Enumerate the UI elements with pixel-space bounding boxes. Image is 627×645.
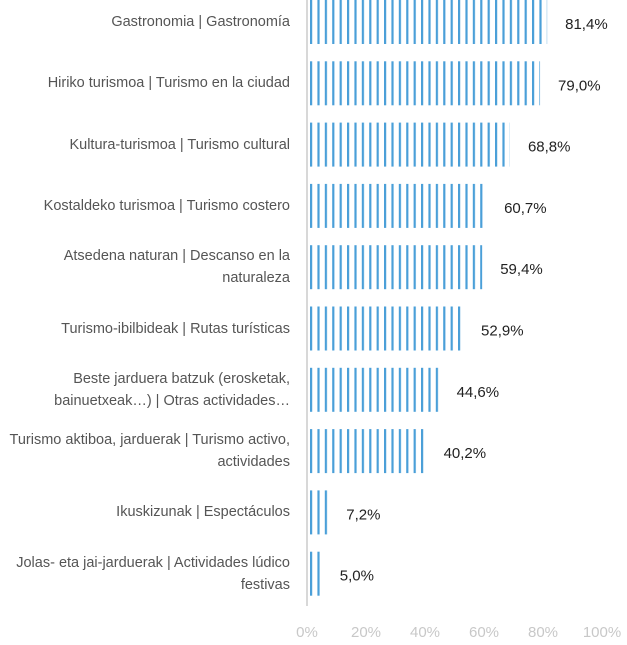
category-label: Kostaldeko turismoa | Turismo costero — [43, 197, 290, 214]
value-label: 5,0% — [340, 568, 374, 585]
category-label: Jolas- eta jai-jarduerak | Actividades l… — [16, 554, 290, 593]
value-label: 59,4% — [500, 261, 543, 278]
x-tick-label: 0% — [296, 624, 318, 641]
bar — [310, 122, 510, 167]
bar — [310, 61, 541, 106]
x-tick-label: 80% — [528, 624, 558, 641]
bar — [310, 306, 464, 351]
category-label: Atsedena naturan | Descanso en la natura… — [63, 248, 290, 287]
bar — [310, 183, 487, 228]
value-label: 68,8% — [528, 139, 571, 156]
x-tick-label: 20% — [351, 624, 381, 641]
bar — [310, 429, 426, 474]
bar — [310, 551, 322, 596]
value-label: 60,7% — [504, 200, 547, 217]
value-label: 7,2% — [346, 506, 380, 523]
category-label: Gastronomia | Gastronomía — [111, 14, 290, 30]
category-label: Ikuskizunak | Espectáculos — [116, 504, 290, 521]
bar — [310, 0, 548, 44]
bar — [310, 367, 439, 412]
value-label: 52,9% — [481, 322, 524, 339]
category-label: Turismo aktiboa, jarduerak | Turismo act… — [9, 432, 290, 471]
bar — [310, 490, 329, 535]
x-tick-label: 60% — [469, 624, 499, 641]
value-label: 40,2% — [444, 445, 487, 462]
value-label: 79,0% — [558, 77, 601, 94]
value-label: 44,6% — [457, 384, 500, 401]
value-label: 81,4% — [565, 16, 608, 33]
category-label: Turismo-ibilbideak | Rutas turísticas — [61, 320, 290, 337]
x-tick-label: 40% — [410, 624, 440, 641]
category-label: Hiriko turismoa | Turismo en la ciudad — [47, 75, 290, 92]
bar — [310, 245, 483, 290]
category-label: Beste jarduera batzuk (erosketak, bainue… — [54, 370, 290, 409]
category-label: Kultura-turismoa | Turismo cultural — [69, 136, 290, 153]
x-tick-label: 100% — [583, 624, 621, 641]
